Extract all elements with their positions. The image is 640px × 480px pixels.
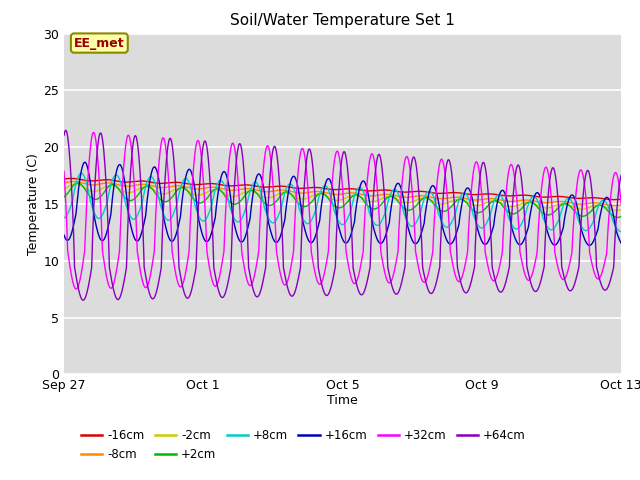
+16cm (378, 240, 386, 246)
Line: -16cm: -16cm (64, 179, 640, 201)
+64cm (62, 127, 70, 133)
-8cm (209, 184, 216, 190)
Legend: -16cm, -8cm, -2cm, +2cm, +8cm, +16cm, +32cm, +64cm: -16cm, -8cm, -2cm, +2cm, +8cm, +16cm, +3… (76, 425, 531, 466)
-16cm (157, 180, 165, 186)
+8cm (192, 205, 200, 211)
Text: EE_met: EE_met (74, 36, 125, 49)
+64cm (79, 297, 87, 303)
Title: Soil/Water Temperature Set 1: Soil/Water Temperature Set 1 (230, 13, 455, 28)
+16cm (522, 232, 529, 238)
+2cm (522, 201, 529, 207)
+64cm (77, 294, 84, 300)
-16cm (60, 176, 68, 182)
-2cm (77, 182, 84, 188)
+32cm (522, 275, 530, 280)
X-axis label: Time: Time (327, 394, 358, 407)
+2cm (192, 198, 200, 204)
+64cm (522, 242, 530, 248)
+64cm (60, 132, 68, 138)
+2cm (209, 189, 216, 194)
+64cm (158, 243, 166, 249)
+2cm (77, 181, 84, 187)
+32cm (379, 258, 387, 264)
Line: -8cm: -8cm (64, 181, 640, 207)
+16cm (621, 243, 628, 249)
+8cm (209, 199, 216, 205)
+64cm (379, 169, 387, 175)
-8cm (522, 197, 529, 203)
+8cm (77, 170, 85, 176)
+32cm (60, 168, 68, 174)
+16cm (77, 173, 84, 179)
-8cm (378, 192, 386, 197)
+16cm (157, 196, 165, 202)
Line: +2cm: +2cm (64, 183, 640, 219)
+16cm (60, 232, 68, 238)
-8cm (192, 186, 200, 192)
+32cm (77, 274, 84, 279)
-16cm (522, 192, 529, 198)
+32cm (90, 130, 97, 135)
-2cm (157, 191, 165, 197)
-8cm (77, 180, 84, 185)
+8cm (378, 217, 386, 223)
+64cm (209, 232, 216, 238)
+32cm (72, 286, 80, 292)
+8cm (157, 206, 165, 212)
-8cm (157, 185, 165, 191)
Line: +32cm: +32cm (64, 132, 640, 289)
Line: -2cm: -2cm (64, 184, 640, 212)
+32cm (209, 279, 216, 285)
-16cm (378, 187, 386, 193)
+8cm (60, 215, 68, 220)
-16cm (77, 177, 84, 182)
Y-axis label: Temperature (C): Temperature (C) (28, 153, 40, 255)
+8cm (77, 170, 84, 176)
+32cm (158, 137, 166, 143)
-2cm (192, 192, 200, 198)
+2cm (60, 194, 68, 200)
+32cm (192, 143, 200, 149)
-16cm (192, 182, 200, 188)
+2cm (378, 201, 386, 206)
+16cm (81, 159, 88, 165)
-2cm (378, 195, 386, 201)
Line: +64cm: +64cm (64, 130, 640, 300)
-8cm (60, 180, 68, 186)
Line: +8cm: +8cm (64, 173, 640, 232)
Line: +16cm: +16cm (64, 162, 640, 246)
+16cm (192, 192, 200, 198)
-2cm (209, 187, 216, 193)
-2cm (72, 181, 80, 187)
-2cm (60, 186, 68, 192)
-2cm (522, 200, 529, 205)
+64cm (192, 265, 200, 271)
+16cm (209, 227, 216, 233)
+2cm (74, 180, 82, 186)
+8cm (522, 210, 529, 216)
-8cm (70, 179, 77, 184)
-16cm (67, 176, 75, 181)
-16cm (209, 180, 216, 186)
+2cm (157, 198, 165, 204)
